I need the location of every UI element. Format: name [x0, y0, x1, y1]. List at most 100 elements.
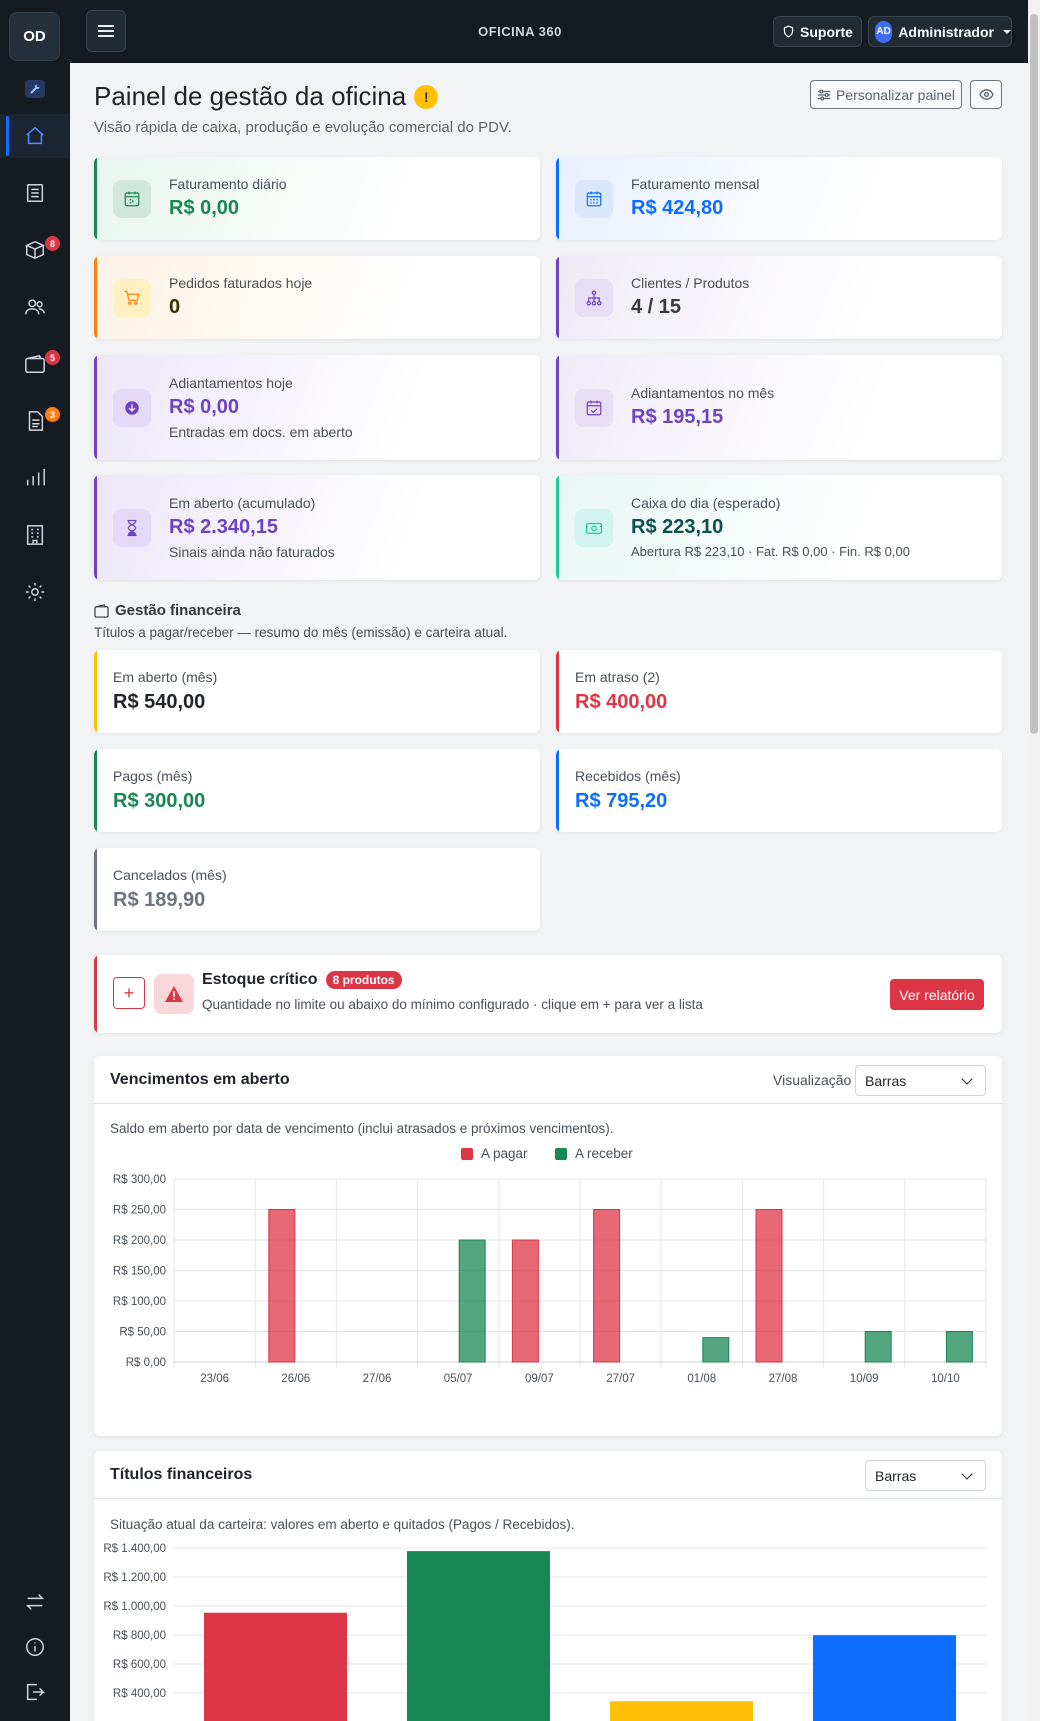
warning-icon[interactable]: !: [414, 84, 439, 109]
view-report-button[interactable]: Ver relatório: [890, 979, 984, 1010]
bar-a-pagar[interactable]: [511, 1239, 539, 1363]
bar-a-pagar[interactable]: [593, 1209, 621, 1363]
support-button[interactable]: Suporte: [773, 16, 862, 47]
due-chart-select-value: Barras: [865, 1072, 907, 1089]
bar-chart-icon: [26, 468, 45, 486]
finance-card-value: R$ 189,90: [113, 889, 206, 911]
finance-card: Em aberto (mês) R$ 540,00: [94, 650, 540, 733]
kpi-note: Entradas em docs. em aberto: [169, 424, 353, 440]
kpi-value: R$ 2.340,15: [169, 516, 278, 538]
titles-bar[interactable]: [407, 1551, 550, 1721]
users-icon: [25, 299, 45, 315]
x-tick-label: 27/07: [606, 1373, 635, 1385]
sidebar-item-users[interactable]: [0, 285, 70, 329]
finance-section-title: Gestão financeira: [94, 602, 241, 619]
kpi-label: Clientes / Produtos: [631, 275, 750, 291]
titles-chart: R$ 1.400,00 R$ 1.200,00 R$ 1.000,00 R$ 800,…: [103, 1543, 986, 1721]
sidebar-badge: 3: [45, 407, 60, 422]
sidebar-item-bar-chart[interactable]: [0, 456, 70, 500]
bar-a-receber[interactable]: [945, 1331, 973, 1363]
sidebar-item-gear[interactable]: [0, 570, 70, 614]
y-tick-label: R$ 0,00: [126, 1357, 166, 1369]
sidebar-item-document[interactable]: 3: [0, 399, 70, 443]
cash-icon: [575, 508, 613, 547]
sidebar-logout-button[interactable]: [0, 1670, 70, 1714]
menu-toggle-button[interactable]: [86, 10, 126, 52]
y-tick-label: R$ 600,00: [113, 1659, 166, 1671]
titles-bar[interactable]: [204, 1612, 347, 1721]
due-chart-card: Vencimentos em aberto Visualização Barra…: [94, 1056, 1002, 1436]
sidebar-badge: 5: [45, 350, 60, 365]
finance-card: Recebidos (mês) R$ 795,20: [556, 749, 1002, 832]
titles-bar[interactable]: [610, 1701, 753, 1721]
bar-a-pagar[interactable]: [755, 1209, 783, 1363]
topbar: OFICINA 360 Suporte AD Administrador: [70, 0, 1028, 63]
kpi-value: R$ 195,15: [631, 406, 724, 428]
legend-swatch: [555, 1148, 567, 1160]
titles-chart-view-select[interactable]: Barras: [865, 1460, 986, 1491]
page-scrollbar[interactable]: [1028, 0, 1040, 1721]
toggle-visibility-button[interactable]: [970, 80, 1002, 109]
customize-panel-button[interactable]: Personalizar painel: [810, 80, 962, 109]
stock-alert-title: Estoque crítico: [202, 971, 318, 988]
due-chart-description: Saldo em aberto por data de vencimento (…: [110, 1121, 614, 1136]
kpi-card: Faturamento diário R$ 0,00: [94, 157, 540, 240]
kpi-value: R$ 0,00: [169, 396, 240, 418]
y-tick-label: R$ 200,00: [113, 1235, 166, 1247]
kpi-value: 0: [169, 296, 181, 318]
gear-icon: [25, 582, 45, 602]
bar-a-receber[interactable]: [458, 1239, 486, 1363]
logo[interactable]: OD: [9, 12, 60, 61]
sidebar-item-building[interactable]: [0, 513, 70, 557]
support-label: Suporte: [800, 23, 853, 40]
avatar: AD: [875, 20, 893, 43]
finance-title: Gestão financeira: [115, 602, 241, 619]
calendar-month-icon: [575, 179, 613, 218]
home-icon: [26, 126, 44, 145]
bar-a-receber[interactable]: [864, 1331, 892, 1363]
x-tick-label: 23/06: [200, 1373, 229, 1385]
sidebar-info-button[interactable]: [0, 1625, 70, 1669]
finance-card-label: Cancelados (mês): [113, 867, 227, 883]
hourglass-icon: [113, 508, 151, 547]
kpi-note: Abertura R$ 223,10 · Fat. R$ 0,00 · Fin.…: [631, 544, 910, 559]
user-menu-button[interactable]: AD Administrador: [868, 16, 1012, 47]
sidebar-item-home[interactable]: [0, 114, 70, 158]
eye-icon: [978, 89, 994, 100]
kpi-card: Adiantamentos hoje R$ 0,00 Entradas em d…: [94, 355, 540, 460]
x-tick-label: 26/06: [281, 1373, 310, 1385]
sidebar-item-wallet[interactable]: 5: [0, 342, 70, 386]
y-tick-label: R$ 100,00: [113, 1296, 166, 1308]
y-tick-label: R$ 1.000,00: [103, 1601, 166, 1613]
x-tick-label: 27/08: [769, 1373, 798, 1385]
kpi-card: Em aberto (acumulado) R$ 2.340,15 Sinais…: [94, 475, 540, 580]
download-icon: [113, 388, 151, 427]
y-tick-label: R$ 1.400,00: [103, 1543, 166, 1555]
alert-triangle-icon: [154, 974, 194, 1014]
kpi-card: Caixa do dia (esperado) R$ 223,10 Abertu…: [556, 475, 1002, 580]
finance-card: Em atraso (2) R$ 400,00: [556, 650, 1002, 733]
chart-legend: A pagar A receber: [461, 1146, 633, 1161]
x-tick-label: 01/08: [687, 1373, 716, 1385]
hamburger-icon: [98, 30, 114, 32]
kpi-card: Adiantamentos no mês R$ 195,15: [556, 355, 1002, 460]
bar-a-pagar[interactable]: [268, 1209, 296, 1363]
titles-bar[interactable]: [813, 1635, 956, 1721]
user-label: Administrador: [898, 23, 994, 40]
expand-stock-list-button[interactable]: +: [113, 977, 145, 1009]
finance-card-label: Recebidos (mês): [575, 768, 681, 784]
due-chart-view-select[interactable]: Barras: [855, 1065, 986, 1096]
sidebar-item-box[interactable]: 8: [0, 228, 70, 272]
view-label: Visualização: [773, 1072, 852, 1088]
x-tick-label: 09/07: [525, 1373, 554, 1385]
chevron-down-icon: [961, 1073, 973, 1085]
calendar-check-icon: [575, 388, 613, 427]
sidebar-swap-button[interactable]: [0, 1580, 70, 1624]
logout-icon: [26, 1683, 46, 1701]
scrollbar-thumb[interactable]: [1030, 14, 1038, 734]
sidebar-item-list[interactable]: [0, 171, 70, 215]
y-tick-label: R$ 50,00: [119, 1327, 166, 1339]
cart-icon: [113, 278, 151, 317]
bar-a-receber[interactable]: [702, 1337, 730, 1363]
kpi-card: Clientes / Produtos 4 / 15: [556, 256, 1002, 339]
